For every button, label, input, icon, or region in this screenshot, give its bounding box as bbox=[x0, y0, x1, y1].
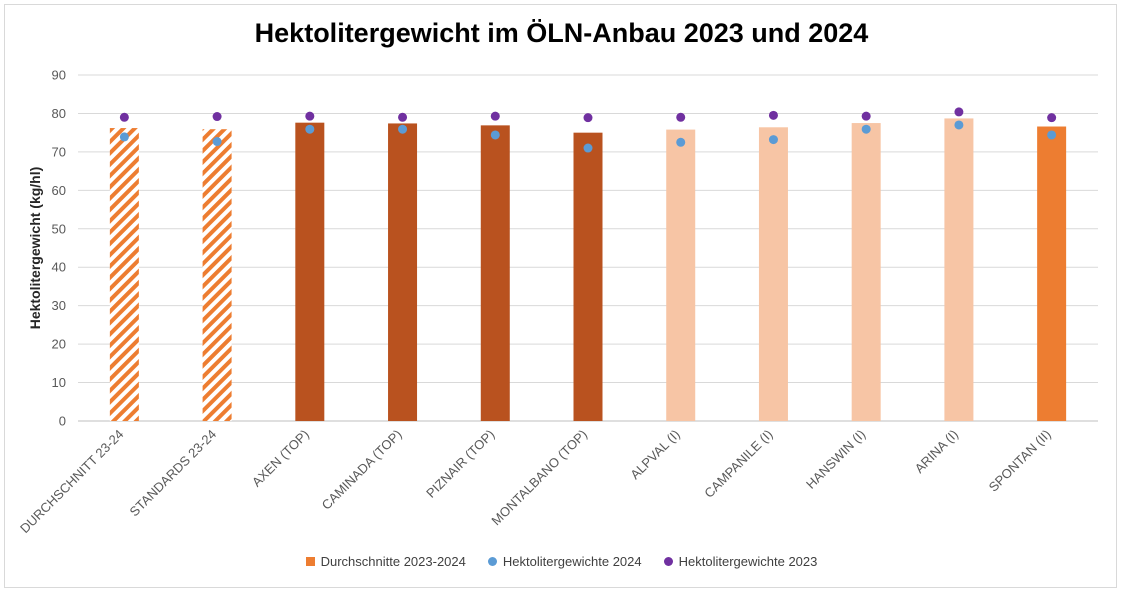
legend-swatch-2024 bbox=[487, 557, 497, 566]
scatter-point bbox=[583, 143, 593, 153]
scatter-point bbox=[583, 113, 593, 123]
y-tick-label: 60 bbox=[52, 183, 66, 198]
chart-title: Hektolitergewicht im ÖLN-Anbau 2023 und … bbox=[254, 18, 869, 48]
bar bbox=[109, 128, 139, 421]
scatter-point bbox=[954, 107, 964, 117]
scatter-point bbox=[954, 120, 964, 130]
x-tick-label: PIZNAIR (TOP) bbox=[423, 427, 497, 501]
y-tick-label: 70 bbox=[52, 144, 66, 159]
y-tick-label: 10 bbox=[52, 375, 66, 390]
y-tick-label: 80 bbox=[52, 106, 66, 121]
x-tick-label: DURCHSCHNITT 23-24 bbox=[17, 427, 127, 537]
y-tick-label: 90 bbox=[52, 68, 66, 83]
x-tick-label: CAMPANILE (I) bbox=[701, 427, 775, 501]
y-tick-label: 20 bbox=[52, 337, 66, 352]
scatter-point bbox=[305, 111, 315, 121]
scatter-point bbox=[1047, 113, 1057, 123]
scatter-point bbox=[212, 112, 222, 122]
x-tick-label: HANSWIN (I) bbox=[803, 427, 868, 492]
x-tick-label: AXEN (TOP) bbox=[249, 427, 312, 490]
bar bbox=[666, 129, 696, 421]
scatter-point bbox=[676, 137, 686, 147]
legend-label-2023: Hektolitergewichte 2023 bbox=[678, 554, 818, 569]
scatter-point bbox=[398, 112, 408, 122]
legend-swatch-2023 bbox=[663, 557, 673, 566]
bar bbox=[480, 125, 510, 422]
scatter-point bbox=[768, 135, 778, 145]
x-tick-label: SPONTAN (II) bbox=[986, 427, 1054, 495]
scatter-point bbox=[1047, 130, 1057, 140]
y-axis-label: Hektolitergewicht (kg/hl) bbox=[27, 167, 43, 330]
y-tick-label: 30 bbox=[52, 298, 66, 313]
x-tick-label: STANDARDS 23-24 bbox=[127, 427, 220, 520]
bar bbox=[1037, 126, 1067, 421]
y-tick-label: 40 bbox=[52, 260, 66, 275]
scatter-point bbox=[119, 112, 129, 122]
legend-swatch-bars bbox=[305, 557, 315, 566]
scatter-point bbox=[490, 111, 500, 121]
y-tick-label: 50 bbox=[52, 221, 66, 236]
scatter-point bbox=[398, 124, 408, 134]
bar bbox=[573, 132, 603, 421]
legend: Durchschnitte 2023-2024 Hektolitergewich… bbox=[0, 554, 1123, 569]
x-tick-label: ALPVAL (I) bbox=[627, 427, 683, 483]
scatter-point bbox=[119, 132, 129, 142]
legend-label-bars: Durchschnitte 2023-2024 bbox=[320, 554, 466, 569]
legend-item-bars: Durchschnitte 2023-2024 bbox=[305, 554, 466, 569]
scatter-point bbox=[212, 137, 222, 147]
bar bbox=[758, 127, 788, 421]
legend-item-2024: Hektolitergewichte 2024 bbox=[487, 554, 642, 569]
scatter-point bbox=[768, 110, 778, 120]
bar bbox=[851, 123, 881, 422]
bar bbox=[944, 118, 974, 421]
x-tick-label: MONTALBANO (TOP) bbox=[488, 427, 590, 529]
bar bbox=[295, 122, 325, 421]
x-tick-label: ARINA (I) bbox=[912, 427, 961, 476]
legend-label-2024: Hektolitergewichte 2024 bbox=[502, 554, 642, 569]
bar bbox=[202, 129, 232, 421]
scatter-point bbox=[490, 130, 500, 140]
chart-frame bbox=[4, 4, 1117, 588]
scatter-point bbox=[861, 111, 871, 121]
scatter-point bbox=[676, 112, 686, 122]
scatter-point bbox=[305, 124, 315, 134]
y-tick-label: 0 bbox=[59, 414, 66, 429]
bar bbox=[388, 123, 418, 421]
x-tick-label: CAMINADA (TOP) bbox=[319, 427, 405, 513]
scatter-point bbox=[861, 124, 871, 134]
legend-item-2023: Hektolitergewichte 2023 bbox=[663, 554, 818, 569]
